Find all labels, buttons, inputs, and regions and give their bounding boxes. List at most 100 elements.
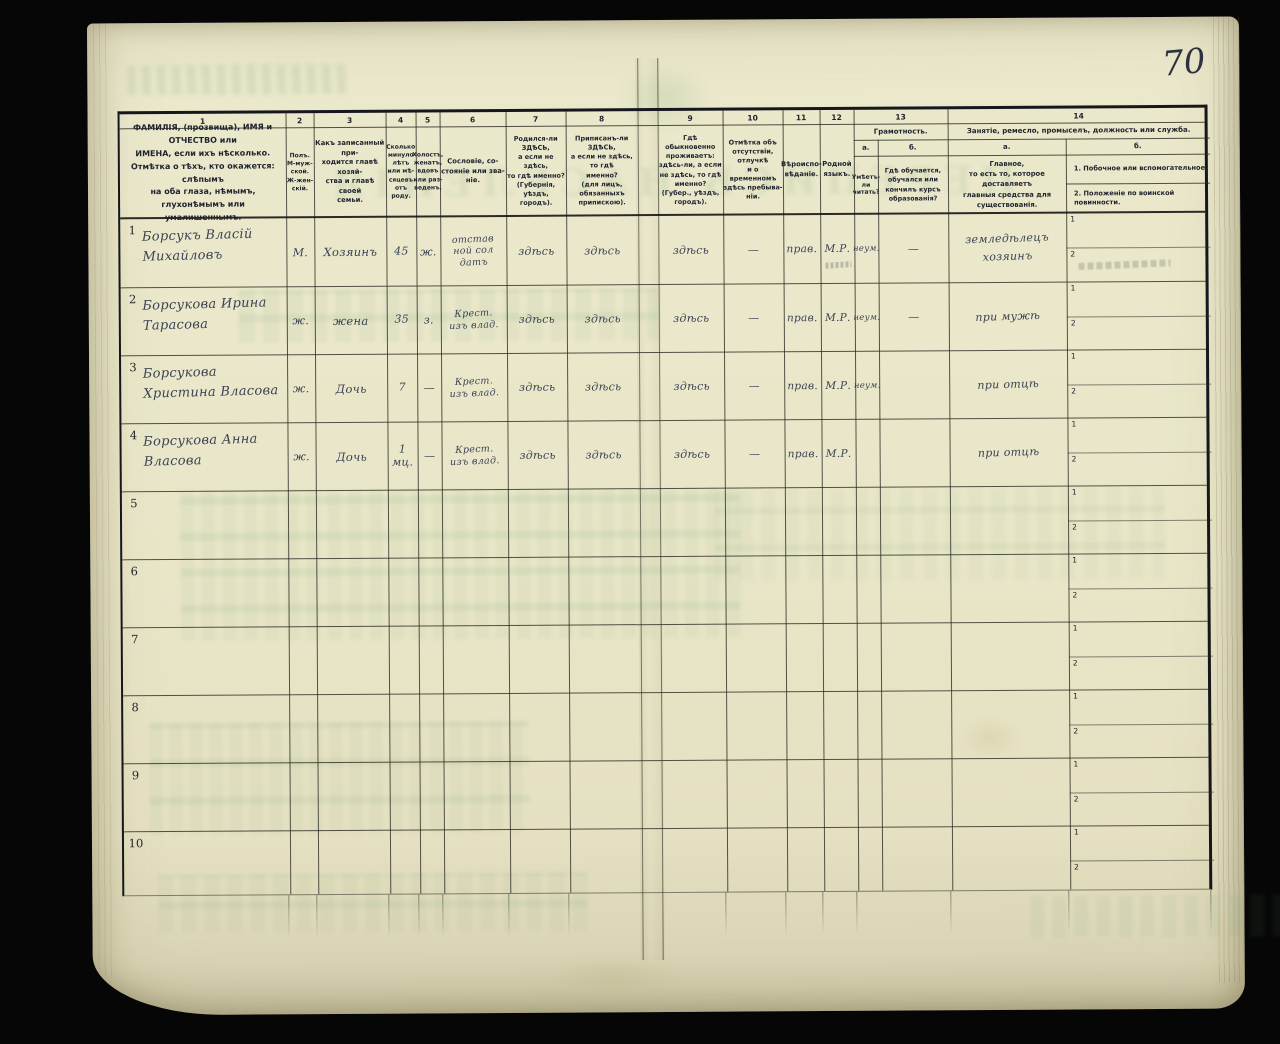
header-literacy-title: Грамотность. [873,127,928,136]
cell-marital [419,626,443,693]
cell-absence [727,828,787,895]
cell-absence: — [748,447,761,461]
header-occupation-b-label: б. [1133,142,1142,151]
cell-marital [420,762,444,829]
row-number: 9 [131,768,140,783]
cell-sex [288,559,316,626]
cell-name: Борсукова Анна Власова [142,431,258,470]
cell-sex [290,831,318,898]
cell-side-occupation: 1 [1071,487,1077,497]
cell-education [879,351,949,418]
cell-born-here: здѣсь [518,244,555,258]
header-born-here: Родился-ли ЗДѢСЬ, а если не здѣсь, то гд… [507,134,565,207]
table-row: 5 1 2 [121,484,1213,560]
cell-age: 35 [394,313,410,327]
cell-language: М.Р. [825,447,852,460]
cell-religion: прав. [787,447,819,460]
row-number: 3 [129,360,137,375]
cell-registered [568,489,640,556]
cell-age [390,831,420,898]
cell-marital [418,490,442,557]
cell-side-occupation: 1 [1072,555,1078,565]
cell-side-occupation: 1 [1073,827,1079,837]
cell-military-status: 2 [1068,587,1213,623]
cell-registered [570,829,642,896]
header-marital: Холостъ, женатъ, вдовъ или раз- веденъ. [412,151,444,192]
cell-education [881,691,951,758]
cell-religion [787,828,824,895]
cell-sex: ж. [293,450,310,464]
cell-sex: ж. [292,382,310,396]
cell-religion [786,760,823,827]
cell-can-read: неум. [853,312,881,323]
cell-age [388,491,418,558]
page-stack-edge [1212,16,1245,983]
cell-age: 7 [398,381,406,395]
cell-name [145,701,292,759]
cell-name: Борсукова Христина Власова [142,364,279,402]
cell-marital [420,830,444,897]
cell-religion [785,488,822,555]
cell-language: М.Р. [820,215,854,283]
cell-absence [725,488,785,555]
row-number: 7 [131,632,139,647]
table-row: 8 1 2 [123,688,1214,764]
cell-name: Борсукова Ирина Тарасова [142,295,267,334]
cell-military-status: 2 [1066,315,1211,351]
cell-can-read [858,828,882,895]
cell-relation: жена [332,313,369,328]
cell-occupation: земледѣлецъ хозяинъ [965,230,1050,264]
col-number: 11 [795,112,807,122]
table-row: 10 1 2 [123,824,1215,900]
cell-born-here [509,694,569,761]
cell-military-status: 2 [1070,859,1215,895]
cell-education [882,827,952,894]
cell-born-here: здѣсь [519,448,556,462]
header-resides: Гдѣ обыкновенно проживаетъ: здѣсь-ли, а … [658,133,722,206]
cell-military-status: 2 [1067,451,1212,487]
cell-absence [726,692,786,759]
header-occupation-a-label: а. [1003,142,1011,151]
cell-absence: — [748,379,760,393]
cell-registered: здѣсь [584,243,621,257]
col-number: 8 [598,113,605,123]
cell-relation: Дочь [335,381,367,396]
cell-estate [441,557,510,627]
cell-side-occupation: 1 [1070,214,1076,224]
cell-side-occupation: 1 [1072,623,1078,633]
cell-can-read: неум. [853,380,881,391]
col-number: 10 [747,112,758,122]
cell-sex: ж. [292,314,310,328]
cell-language [822,488,856,555]
cell-relation: Хозяинъ [323,244,378,260]
cell-born-here [508,558,568,625]
cell-resides: здѣсь [672,243,710,257]
row-number: 5 [130,496,138,511]
cell-can-read [856,556,880,623]
cell-registered [568,557,640,624]
header-religion: Вѣроиспо- вѣданіе. [780,160,822,178]
cell-military-status: 2 [1067,383,1212,419]
cell-occupation [951,757,1071,828]
header-registered: Приписанъ-ли ЗДѢСЬ, а если не здѣсь, то … [570,134,633,207]
cell-education [881,623,951,690]
cell-can-read [857,692,881,759]
cell-marital: — [423,381,435,395]
cell-born-here: здѣсь [518,312,555,326]
cell-relation [317,627,389,694]
cell-religion [786,692,823,759]
cell-resides: здѣсь [673,311,710,325]
header-military-status: 2. Положеніе по воинской повинности. [1074,189,1175,207]
cell-absence [726,624,786,691]
cell-absence: — [747,242,760,256]
table-header: 1 2 3 4 5 6 7 8 9 10 11 12 13 14 ФАМИЛІЯ… [119,107,1208,222]
cell-estate: Крест. изъ влад. [448,307,500,332]
table-row: 1 Борсукъ Власій Михайловъ М. Хозяинъ 45… [120,213,1211,288]
cell-occupation [950,621,1070,692]
row-number: 10 [128,836,144,851]
col-number: 4 [397,115,404,125]
cell-resides [660,557,725,624]
census-table: 1 2 3 4 5 6 7 8 9 10 11 12 13 14 ФАМИЛІЯ… [117,104,1215,900]
cell-estate: Крест. изъ влад. [449,443,500,468]
